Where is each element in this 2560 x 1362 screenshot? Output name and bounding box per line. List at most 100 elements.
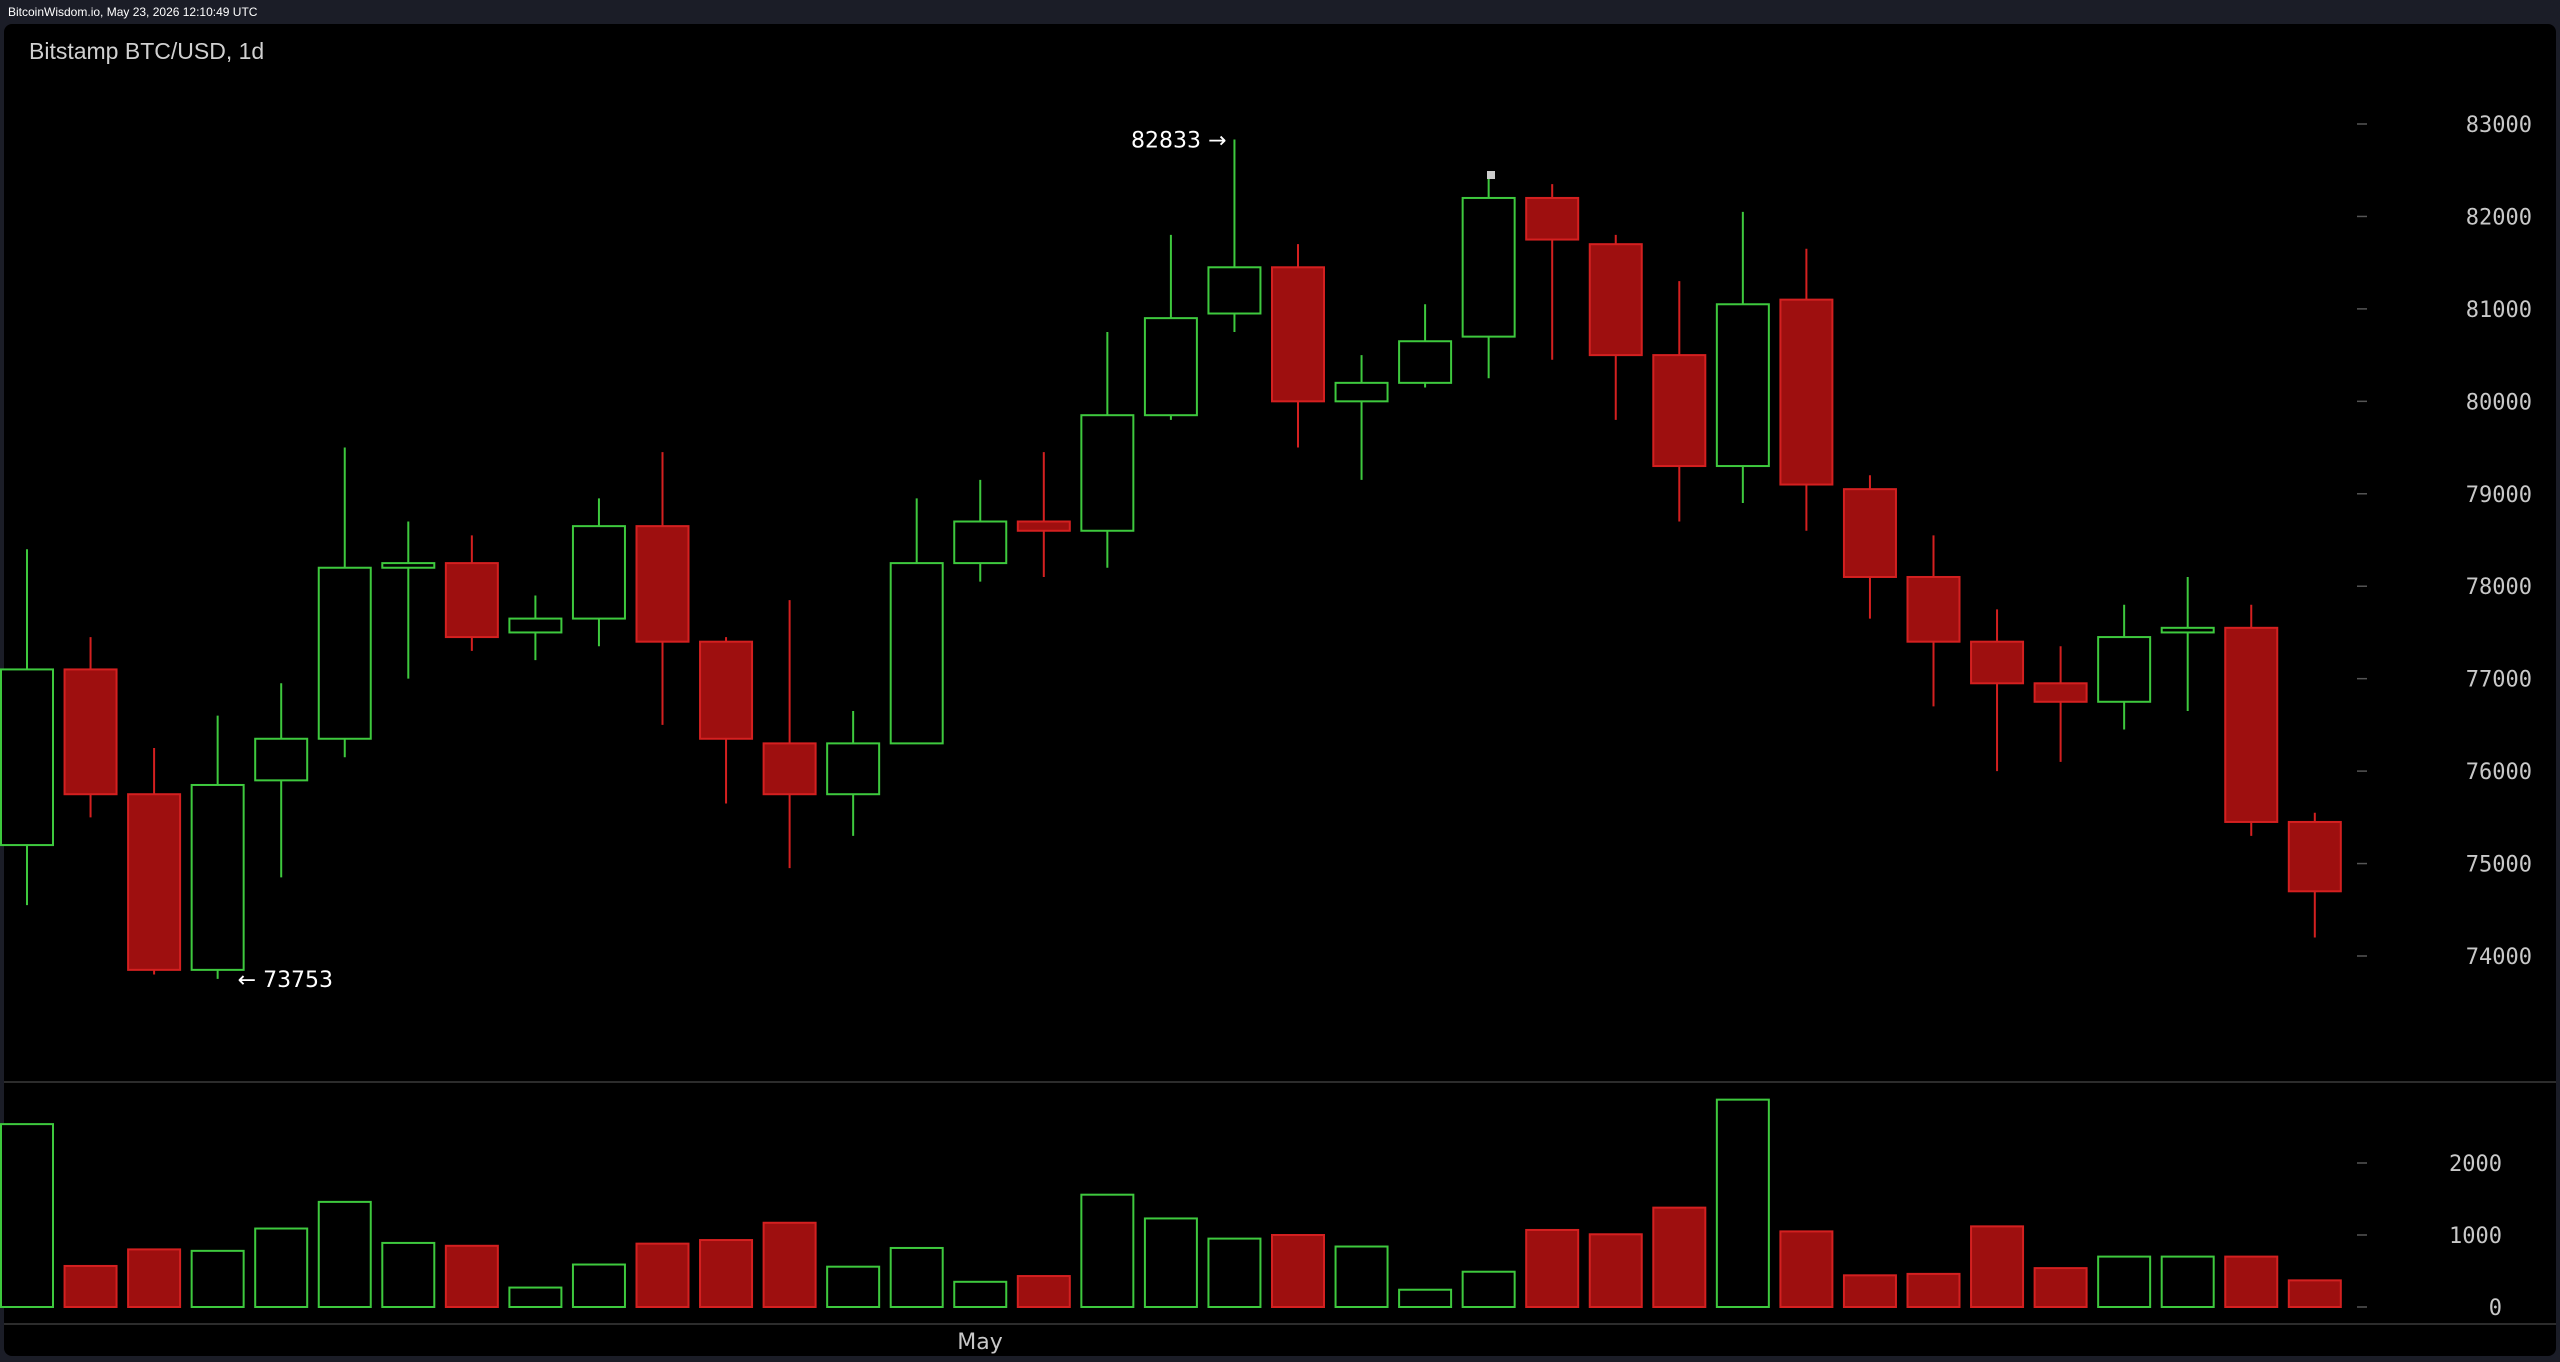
candle-body	[635, 525, 690, 643]
high-annotation: 82833 →	[1131, 128, 1226, 153]
volume-bar	[508, 1286, 563, 1309]
volume-bar	[1461, 1270, 1516, 1308]
candle-body	[190, 783, 245, 971]
x-axis-month-label: May	[957, 1330, 1002, 1355]
candle	[1652, 281, 1707, 522]
candle-body	[699, 640, 754, 740]
candle	[1970, 609, 2025, 772]
candle	[0, 549, 54, 906]
volume-bar	[889, 1246, 944, 1308]
candle-body	[1779, 298, 1834, 486]
candle	[1906, 535, 1961, 707]
candle	[63, 637, 118, 818]
candle	[127, 748, 182, 975]
candle-body	[1461, 196, 1516, 338]
volume-bar	[444, 1244, 499, 1309]
candle-body	[1970, 640, 2025, 685]
candle	[381, 521, 436, 679]
volume-bar	[1970, 1225, 2025, 1308]
volume-bar	[1398, 1288, 1453, 1308]
candle-body	[571, 525, 626, 620]
volume-bar	[762, 1221, 817, 1309]
candle	[1080, 332, 1135, 568]
volume-bar	[317, 1200, 372, 1309]
candle	[1715, 211, 1770, 504]
volume-tick-label: 0	[2489, 1296, 2502, 1321]
volume-bar	[2097, 1255, 2152, 1308]
candle-body	[2287, 820, 2342, 893]
volume-bar	[1207, 1237, 1262, 1308]
candle	[889, 498, 944, 745]
candle	[2033, 646, 2088, 762]
candle-body	[254, 737, 309, 782]
volume-bar	[0, 1123, 54, 1308]
candle-body	[2160, 626, 2215, 634]
price-tick-label: 77000	[2466, 668, 2532, 693]
candle-body	[1398, 340, 1453, 384]
volume-bar	[826, 1265, 881, 1309]
candle-body	[127, 793, 182, 971]
price-tick-label: 81000	[2466, 298, 2532, 323]
candle	[1842, 475, 1897, 619]
candle-body	[1207, 266, 1262, 315]
candle-body	[953, 520, 1008, 565]
candles	[0, 139, 2342, 979]
low-annotation: ← 73753	[238, 968, 333, 993]
candle	[317, 447, 372, 758]
volume-bar	[63, 1264, 118, 1308]
volume-bar	[1652, 1206, 1707, 1309]
volume-bar	[1779, 1230, 1834, 1309]
volume-bar	[1906, 1272, 1961, 1309]
candle	[1779, 248, 1834, 531]
price-tick-label: 83000	[2466, 113, 2532, 138]
candle-body	[508, 617, 563, 634]
volume-bar	[2033, 1267, 2088, 1308]
marker-square	[1487, 171, 1495, 179]
volume-bar	[1016, 1275, 1071, 1309]
price-tick-label: 74000	[2466, 945, 2532, 970]
volume-bar	[1525, 1228, 1580, 1308]
candle-body	[1652, 354, 1707, 468]
candle	[1461, 174, 1516, 379]
candle	[508, 595, 563, 661]
candle	[2160, 576, 2215, 712]
volume-bar	[635, 1242, 690, 1309]
candle-body	[317, 566, 372, 740]
candle	[254, 683, 309, 878]
candle-body	[1842, 488, 1897, 578]
volume-bar	[1842, 1274, 1897, 1308]
candle	[826, 711, 881, 836]
candle	[699, 637, 754, 804]
candle-body	[1143, 317, 1198, 417]
candle	[1334, 355, 1389, 480]
candle	[571, 498, 626, 647]
candle	[1398, 304, 1453, 388]
volume-bar	[699, 1239, 754, 1309]
candle	[1143, 234, 1198, 420]
candle	[2287, 812, 2342, 938]
candle-body	[889, 562, 944, 745]
volume-bar	[1588, 1233, 1643, 1309]
separators	[4, 1081, 2556, 1325]
price-tick-label: 75000	[2466, 853, 2532, 878]
candle-body	[2097, 636, 2152, 703]
candle-body	[1016, 520, 1071, 532]
candle-body	[1080, 414, 1135, 532]
candle	[1588, 234, 1643, 420]
volume-bar	[953, 1280, 1008, 1309]
volume-bar	[127, 1248, 182, 1309]
candle-body	[1525, 196, 1580, 241]
candle-body	[826, 742, 881, 796]
volume-bar	[1271, 1234, 1325, 1308]
candle-body	[1334, 381, 1389, 403]
candle-body	[444, 562, 499, 639]
candle-body	[0, 668, 54, 847]
candle-body	[381, 562, 436, 569]
candle	[444, 535, 499, 651]
candle	[190, 715, 245, 979]
top-bar: BitcoinWisdom.io, May 23, 2026 12:10:49 …	[0, 0, 2560, 24]
volume-bars	[0, 1098, 2342, 1309]
candle	[1525, 184, 1580, 360]
volume-bar	[2160, 1255, 2215, 1308]
